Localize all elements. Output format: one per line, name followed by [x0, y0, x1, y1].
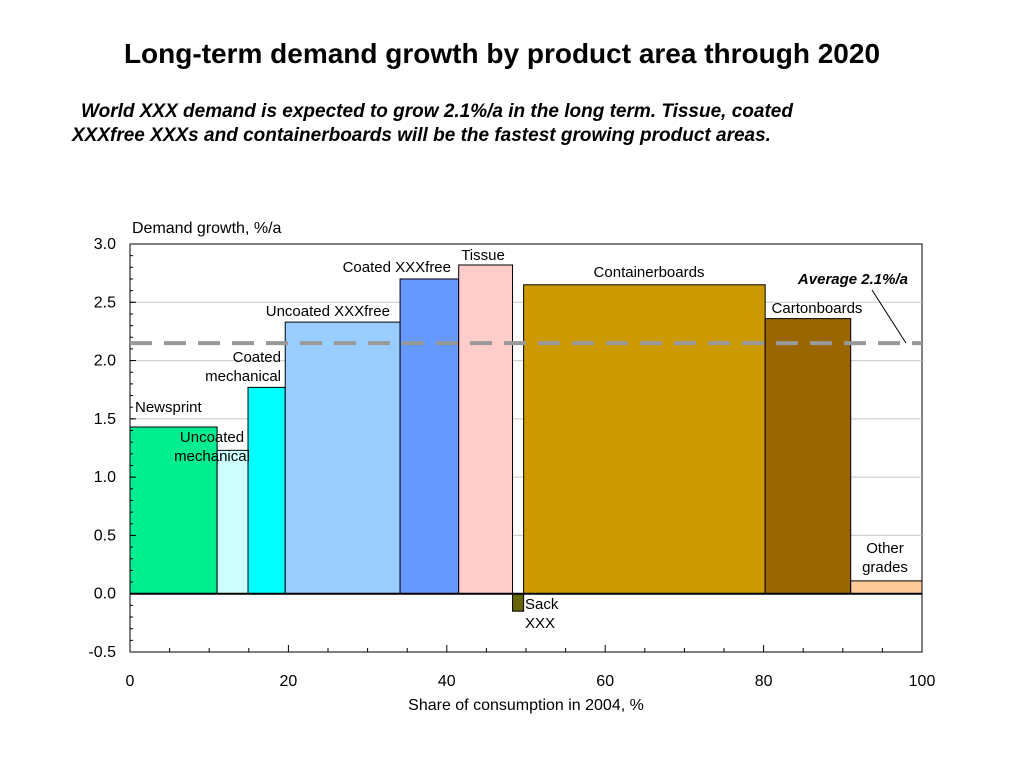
label-newsprint: Newsprint: [135, 399, 203, 416]
bar-uncoated-xxxfree: [284, 321, 401, 595]
label-line: Other: [866, 540, 904, 557]
label-line: Tissue: [461, 247, 505, 264]
y-tick-label: 0.0: [94, 586, 116, 603]
y-tick-label: 3.0: [94, 236, 116, 253]
label-sack-xxx: Sack XXX: [525, 596, 559, 632]
x-tick-label: 100: [909, 673, 936, 690]
bar-containerboards: [523, 284, 766, 595]
label-line: Coated: [233, 349, 281, 366]
bar-coated-mechanical: [247, 386, 286, 595]
x-tick-label: 0: [126, 673, 135, 690]
label-line: Sack: [525, 596, 559, 613]
bar-other-grades: [850, 580, 923, 595]
label-line: Newsprint: [135, 399, 203, 416]
label-line: Uncoated XXXfree: [266, 303, 390, 320]
average-label: Average 2.1%/a: [797, 271, 908, 288]
y-tick-label: 0.5: [94, 527, 116, 544]
label-line: grades: [862, 559, 908, 576]
bar-labels: Newsprint Uncoated mechanical Coated mechani…: [135, 247, 908, 632]
y-tick-label: 2.5: [94, 294, 116, 311]
bars: [129, 264, 923, 612]
subtitle-line-2: XXXfree XXXs and containerboards will be…: [72, 125, 771, 146]
label-uncoated-mechanical: Uncoated mechanical: [174, 429, 250, 465]
y-tick-label: 1.0: [94, 469, 116, 486]
label-containerboards: Containerboards: [594, 264, 705, 281]
label-coated-mechanical: Coated mechanical: [205, 349, 281, 385]
label-line: Containerboards: [594, 264, 705, 281]
label-cartonboards: Cartonboards: [772, 300, 863, 317]
label-other-grades: Other grades: [862, 540, 908, 576]
bar-coated-xxxfree: [399, 278, 460, 595]
y-tick-label: -0.5: [88, 644, 116, 661]
y-tick-label: 1.5: [94, 411, 116, 428]
label-uncoated-xxxfree: Uncoated XXXfree: [266, 303, 390, 320]
bar-newsprint: [129, 426, 218, 595]
label-tissue: Tissue: [461, 247, 505, 264]
x-tick-label: 80: [755, 673, 773, 690]
x-axis-label: Share of consumption in 2004, %: [408, 697, 644, 714]
y-tick-label: 2.0: [94, 353, 116, 370]
page-subtitle: World XXX demand is expected to grow 2.1…: [72, 100, 952, 148]
label-coated-xxxfree: Coated XXXfree: [343, 259, 451, 276]
y-axis-label: Demand growth, %/a: [132, 220, 282, 237]
axes: -0.5 0.0 0.5 1.0 1.5 2.0 2.5 3.0 0 20 40 60 80 100: [88, 236, 935, 690]
bar-tissue: [458, 264, 514, 595]
average-reference: Average 2.1%/a: [130, 271, 922, 346]
bar-cartonboards: [764, 318, 852, 595]
label-line: XXX: [525, 615, 555, 632]
average-leader-line: [871, 289, 907, 344]
x-tick-label: 40: [438, 673, 456, 690]
label-line: mechanical: [205, 368, 281, 385]
label-line: mechanical: [174, 448, 250, 465]
label-line: Cartonboards: [772, 300, 863, 317]
x-tick-label: 20: [280, 673, 298, 690]
x-tick-label: 60: [596, 673, 614, 690]
page-title: Long-term demand growth by product area …: [123, 38, 881, 69]
subtitle-line-1: World XXX demand is expected to grow 2.1…: [81, 101, 793, 122]
bar-uncoated-mechanical: [216, 449, 249, 595]
bar-sack-xxx: [512, 593, 525, 612]
label-line: Coated XXXfree: [343, 259, 451, 276]
label-line: Uncoated: [180, 429, 244, 446]
